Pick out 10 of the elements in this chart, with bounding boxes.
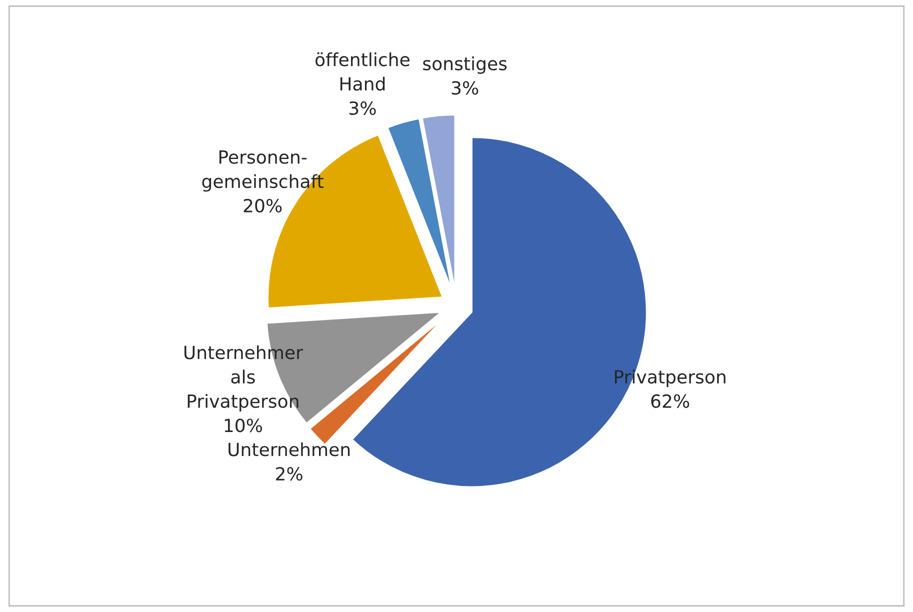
slice-label: sonstiges bbox=[423, 56, 507, 74]
data-label: 3% bbox=[350, 101, 376, 115]
slice-label: Unternehmer als Privatperson bbox=[184, 345, 303, 412]
data-label: 10% bbox=[224, 418, 262, 432]
data-label: 62% bbox=[651, 394, 690, 408]
slice-label: Unternehmen bbox=[228, 442, 350, 456]
data-label: 20% bbox=[244, 198, 282, 212]
data-label: 3% bbox=[452, 81, 478, 95]
slice-label: öffentliche Hand bbox=[316, 52, 410, 91]
data-label: 2% bbox=[276, 466, 302, 481]
